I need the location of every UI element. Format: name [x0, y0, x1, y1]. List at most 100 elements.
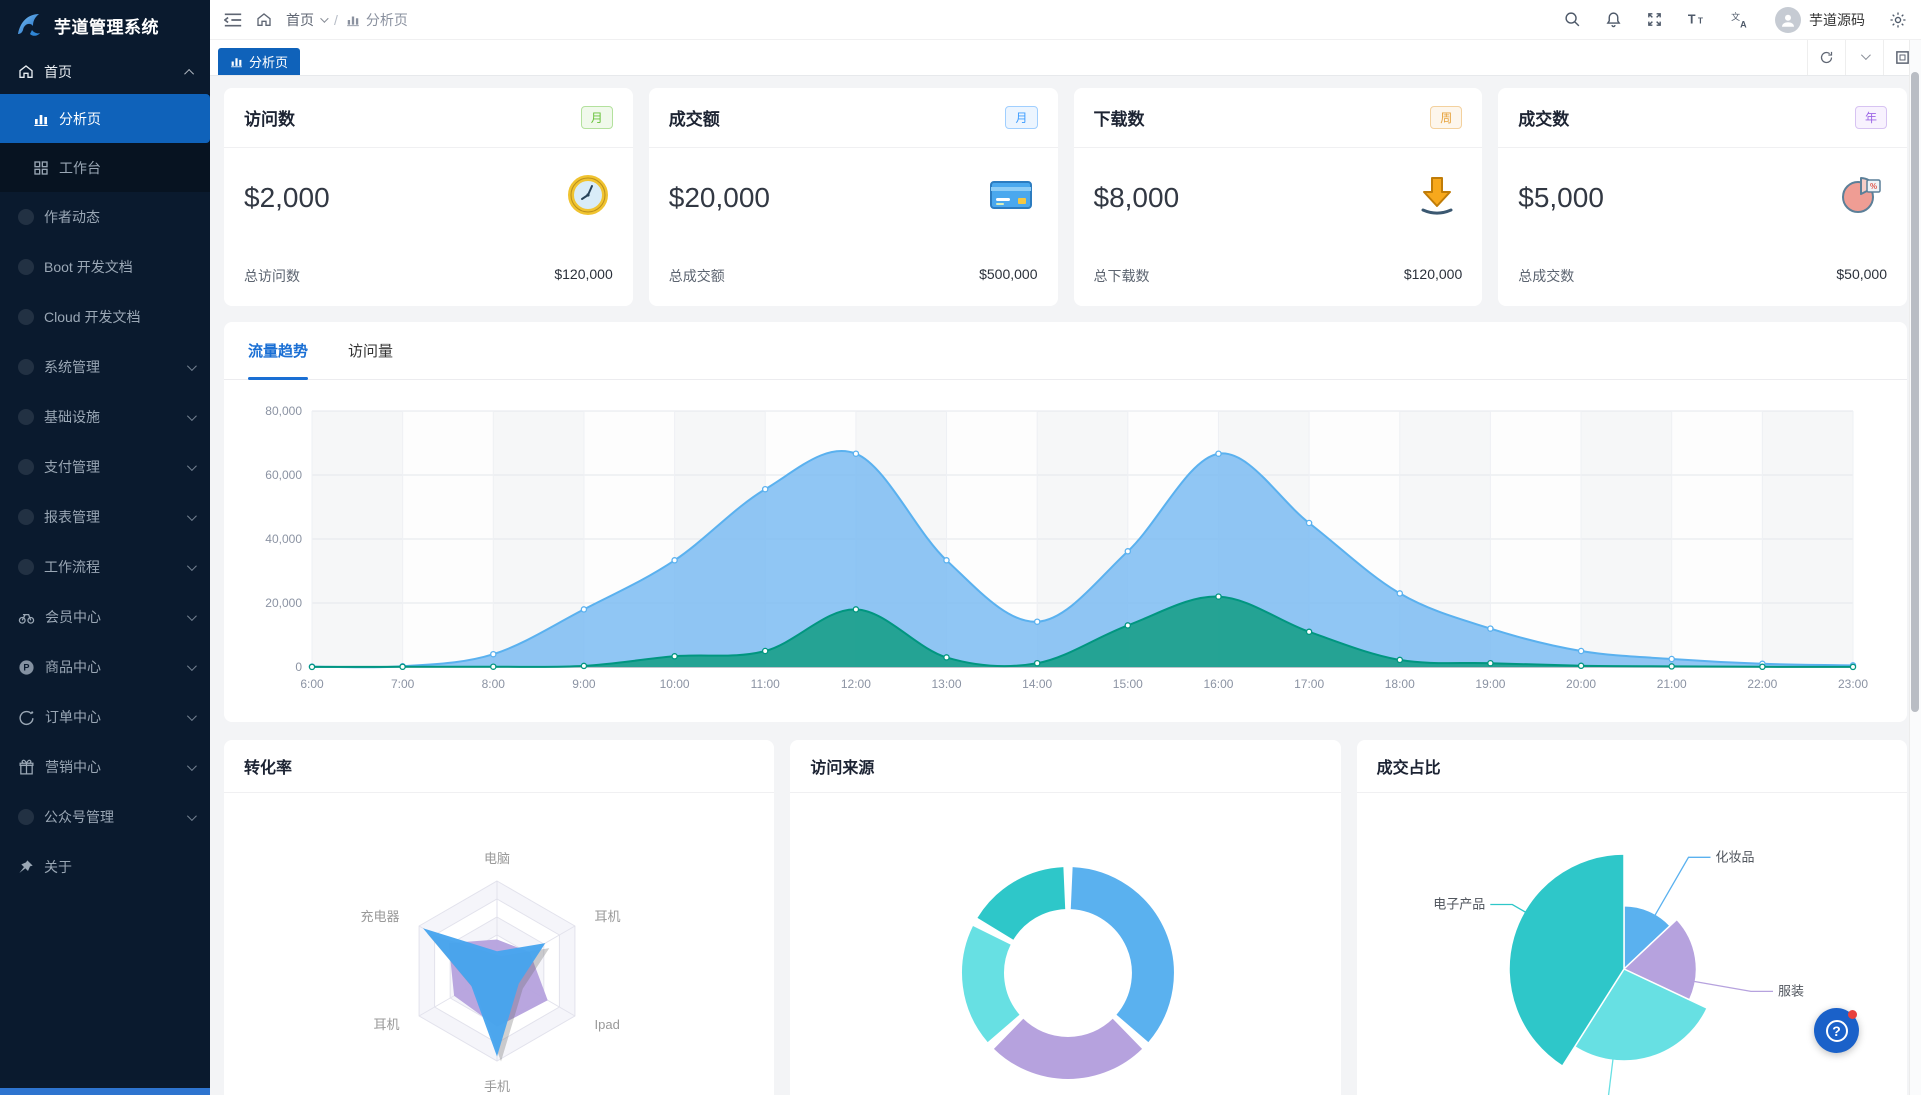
placeholder-icon	[18, 359, 34, 375]
conversion-rate-card: 转化率 电脑 耳机 Ipad 手机 耳机 充电器	[224, 740, 775, 1095]
chevron-down-icon	[186, 510, 197, 521]
sidebar-item-label: Cloud 开发文档	[44, 309, 141, 325]
placeholder-icon	[18, 409, 34, 425]
trend-tabs: 流量趋势 访问量	[224, 322, 1907, 380]
sidebar-item-label: 系统管理	[44, 359, 100, 375]
pin-icon	[19, 860, 33, 873]
sidebar-item-label: 作者动态	[44, 209, 100, 225]
svg-text:电脑: 电脑	[484, 851, 510, 866]
app-title: 芋道管理系统	[54, 17, 159, 37]
sidebar-item-label: 工作台	[59, 159, 101, 176]
settings-gear-icon[interactable]	[1889, 11, 1907, 29]
sidebar-item-payment[interactable]: 支付管理	[0, 442, 210, 492]
tab-analysis[interactable]: 分析页	[218, 48, 301, 75]
fullscreen-icon[interactable]	[1646, 11, 1663, 28]
sidebar-item-label: 关于	[44, 859, 72, 875]
menu-fold-icon[interactable]	[224, 12, 242, 28]
search-icon[interactable]	[1564, 11, 1581, 28]
breadcrumb-home-icon[interactable]	[256, 12, 272, 28]
sidebar-item-home[interactable]: 首页	[0, 50, 210, 94]
page-scrollbar-thumb[interactable]	[1911, 72, 1919, 712]
svg-text:17:00: 17:00	[1294, 677, 1324, 691]
svg-text:服装: 服装	[1778, 983, 1804, 998]
sidebar-item-product[interactable]: P 商品中心	[0, 642, 210, 692]
grid-icon	[34, 160, 48, 175]
home-icon	[19, 65, 33, 78]
sidebar-item-label: 订单中心	[45, 709, 101, 725]
sidebar-item-boot-docs[interactable]: Boot 开发文档	[0, 242, 210, 292]
svg-text:P: P	[23, 662, 29, 672]
help-fab-button[interactable]: ?	[1814, 1008, 1859, 1053]
sidebar-item-marketing[interactable]: 营销中心	[0, 742, 210, 792]
sidebar-item-cloud-docs[interactable]: Cloud 开发文档	[0, 292, 210, 342]
card-title: 成交数	[1518, 110, 1570, 129]
notification-bell-icon[interactable]	[1605, 11, 1622, 28]
visit-source-donut-chart	[962, 867, 1175, 1079]
svg-text:60,000: 60,000	[265, 468, 302, 482]
tab-visit-volume[interactable]: 访问量	[348, 343, 394, 360]
sidebar-item-label: 支付管理	[44, 459, 100, 475]
user-menu[interactable]: 芋道源码	[1775, 6, 1865, 33]
svg-text:40,000: 40,000	[265, 532, 302, 546]
sidebar-item-workflow[interactable]: 工作流程	[0, 542, 210, 592]
breadcrumb-item-analysis[interactable]: 分析页	[365, 11, 408, 28]
chevron-down-icon	[186, 560, 197, 571]
sidebar-item-workbench[interactable]: 工作台	[0, 143, 210, 192]
svg-text:23:00: 23:00	[1838, 677, 1868, 691]
sidebar-collapse-bar[interactable]	[0, 1088, 210, 1095]
credit-card-icon	[988, 174, 1034, 214]
svg-text:T: T	[1698, 16, 1703, 26]
page-scrollbar-track[interactable]	[1909, 40, 1921, 1095]
main-content: 访问数 月 $2,000 总访问数 $120,000 成交额 月 $20,000	[210, 76, 1921, 1095]
placeholder-icon	[18, 209, 34, 225]
stat-footer-label: 总下载数	[1093, 268, 1150, 284]
placeholder-icon	[18, 459, 34, 475]
bike-icon	[18, 613, 35, 624]
traffic-chart: 0 20,000 40,000 60,000 80,000 6:00 7:00 8:00 9:0…	[265, 404, 1868, 691]
sidebar-item-label: 营销中心	[45, 759, 101, 775]
stat-card-downloads: 下载数 周 $8,000 总下载数 $120,000	[1073, 88, 1483, 306]
svg-text:A: A	[1740, 19, 1747, 29]
sidebar-item-label: Boot 开发文档	[44, 259, 133, 275]
svg-text:16:00: 16:00	[1203, 677, 1233, 691]
placeholder-icon	[18, 259, 34, 275]
sidebar-item-analysis[interactable]: 分析页	[0, 94, 210, 143]
order-icon	[19, 710, 34, 725]
stat-value: $8,000	[1093, 182, 1180, 213]
breadcrumb-item-home[interactable]: 首页	[286, 11, 314, 28]
tab-label: 分析页	[249, 55, 289, 70]
p-circle-icon: P	[19, 659, 34, 675]
sidebar-item-author-news[interactable]: 作者动态	[0, 192, 210, 242]
chevron-down-icon	[186, 460, 197, 471]
refresh-icon[interactable]	[1807, 40, 1845, 75]
maximize-icon[interactable]	[1883, 40, 1921, 75]
sidebar-item-system[interactable]: 系统管理	[0, 342, 210, 392]
chevron-down-icon	[186, 660, 197, 671]
stat-footer-value: $500,000	[979, 266, 1038, 282]
svg-text:%: %	[1870, 182, 1877, 191]
sidebar: 芋道管理系统 首页 分析页 工作台 作者动态 Boot 开发文档	[0, 0, 210, 1095]
stat-cards-row: 访问数 月 $2,000 总访问数 $120,000 成交额 月 $20,000	[224, 88, 1907, 306]
tab-traffic-trend[interactable]: 流量趋势	[248, 322, 309, 380]
app-logo[interactable]: 芋道管理系统	[0, 0, 210, 50]
svg-text:21:00: 21:00	[1657, 677, 1687, 691]
sidebar-item-member[interactable]: 会员中心	[0, 592, 210, 642]
sidebar-item-mp[interactable]: 公众号管理	[0, 792, 210, 842]
sidebar-item-report[interactable]: 报表管理	[0, 492, 210, 542]
chevron-down-icon	[186, 710, 197, 721]
sidebar-item-infra[interactable]: 基础设施	[0, 392, 210, 442]
sidebar-item-label: 工作流程	[44, 559, 100, 575]
stat-value: $2,000	[244, 182, 330, 213]
sidebar-item-order[interactable]: 订单中心	[0, 692, 210, 742]
period-badge: 年	[1854, 106, 1887, 129]
traffic-trend-card: 流量趋势 访问量 0 20,000 40,000 60,000 80,000 6:00 7:…	[224, 322, 1907, 722]
stat-card-visits: 访问数 月 $2,000 总访问数 $120,000	[224, 88, 633, 306]
tab-chevron-down-icon[interactable]	[1845, 40, 1883, 75]
svg-text:13:00: 13:00	[932, 677, 962, 691]
stat-card-turnover: 成交额 月 $20,000 总成交额 $500,000	[648, 88, 1058, 306]
sidebar-item-about[interactable]: 关于	[0, 842, 210, 892]
user-name: 芋道源码	[1809, 11, 1865, 28]
